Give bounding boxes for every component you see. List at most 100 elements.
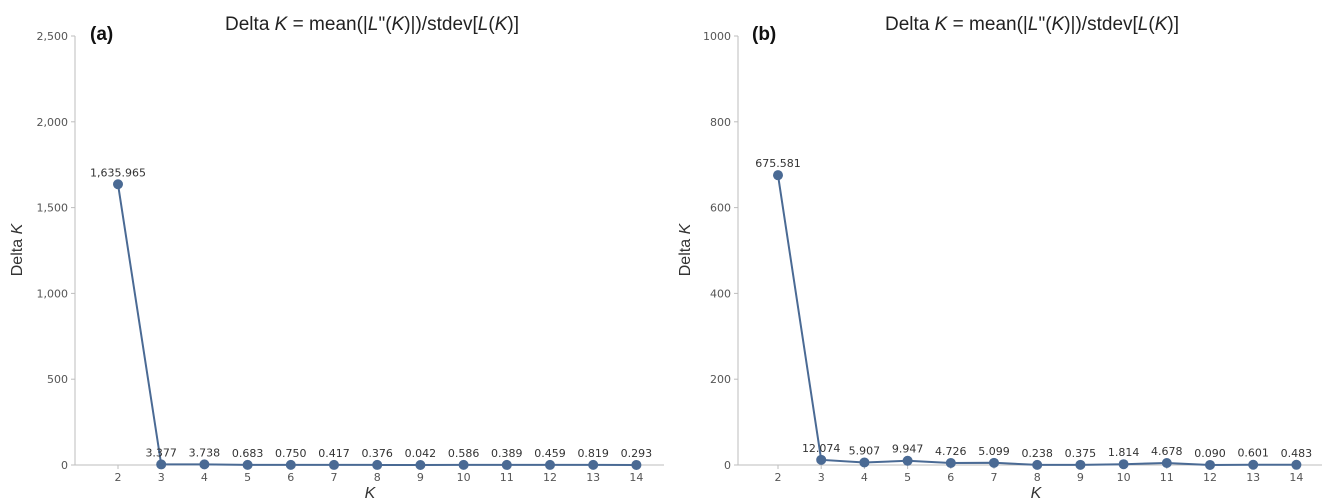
x-tick-label: 2 xyxy=(115,471,122,484)
x-axis-label: K xyxy=(1031,485,1043,501)
data-point xyxy=(1291,459,1302,470)
data-point xyxy=(1205,459,1215,470)
data-label: 5.907 xyxy=(849,444,881,457)
data-label: 0.389 xyxy=(491,447,523,460)
data-point xyxy=(989,457,999,468)
data-point xyxy=(156,459,167,470)
x-tick-label: 9 xyxy=(417,471,424,484)
y-tick-label: 1,500 xyxy=(37,202,69,215)
x-tick-label: 14 xyxy=(629,471,643,484)
data-point xyxy=(773,170,783,181)
y-tick-label: 600 xyxy=(710,202,731,215)
data-label: 3.738 xyxy=(189,446,221,459)
data-point xyxy=(545,459,555,470)
data-label: 9.947 xyxy=(892,443,924,456)
data-label: 0.683 xyxy=(232,447,264,460)
x-tick-label: 9 xyxy=(1077,471,1084,484)
data-point xyxy=(631,459,642,470)
x-tick-label: 13 xyxy=(586,471,600,484)
data-label: 0.601 xyxy=(1237,447,1269,460)
data-label: 0.293 xyxy=(621,447,653,460)
data-label: 1.814 xyxy=(1108,446,1140,459)
x-tick-label: 10 xyxy=(1117,471,1131,484)
data-label: 12.074 xyxy=(802,442,841,455)
series-line xyxy=(117,184,637,466)
data-label: 5.099 xyxy=(978,445,1010,458)
x-tick-label: 5 xyxy=(904,471,911,484)
data-point xyxy=(1075,459,1086,470)
chart-panel-a: 0 500 1,000 1,500 2,000 2,500 2 3 4 5 6 7 8 9 10 11 12 13… xyxy=(9,14,664,501)
data-label: 0.483 xyxy=(1281,447,1313,460)
series-line xyxy=(777,175,1297,466)
x-tick-label: 7 xyxy=(331,471,338,484)
data-point xyxy=(588,459,599,470)
y-tick-label: 400 xyxy=(710,287,731,300)
x-tick-label: 5 xyxy=(244,471,251,484)
data-label: 0.042 xyxy=(405,447,437,460)
x-tick-label: 6 xyxy=(287,471,294,484)
x-tick-label: 12 xyxy=(1203,471,1217,484)
x-tick-label: 8 xyxy=(374,471,381,484)
chart-panel-b: 0 200 400 600 800 1000 2 3 4 5 6 7 8 9 10 11 12 13 14 675.5… xyxy=(677,14,1322,501)
data-label: 0.238 xyxy=(1021,447,1053,460)
panel-label: (a) xyxy=(90,24,113,45)
y-axis-label: Delta K xyxy=(677,222,694,276)
x-tick-label: 11 xyxy=(1160,471,1174,484)
x-axis-label: K xyxy=(365,485,377,501)
data-point xyxy=(242,459,253,470)
data-label: 4.726 xyxy=(935,445,967,458)
data-label: 1,635.965 xyxy=(90,166,146,179)
data-label: 0.459 xyxy=(534,447,566,460)
data-point xyxy=(501,459,512,470)
data-point xyxy=(945,457,956,468)
x-tick-label: 4 xyxy=(201,471,208,484)
data-point xyxy=(1248,459,1259,470)
y-tick-label: 800 xyxy=(710,116,731,129)
y-tick-label: 2,500 xyxy=(37,30,69,43)
data-label: 0.375 xyxy=(1065,447,1097,460)
y-tick-label: 1,000 xyxy=(37,287,69,300)
x-tick-label: 10 xyxy=(457,471,471,484)
data-label: 0.750 xyxy=(275,447,307,460)
data-label: 0.417 xyxy=(318,447,350,460)
data-point xyxy=(329,459,339,470)
x-tick-label: 8 xyxy=(1034,471,1041,484)
data-point xyxy=(285,459,296,470)
data-point xyxy=(902,455,913,466)
y-tick-label: 0 xyxy=(724,459,731,472)
x-tick-label: 14 xyxy=(1289,471,1303,484)
data-point xyxy=(816,454,827,465)
y-axis-label: Delta K xyxy=(9,222,26,276)
data-point xyxy=(1032,459,1043,470)
x-tick-label: 2 xyxy=(775,471,782,484)
data-point xyxy=(1161,457,1172,468)
y-tick-label: 2,000 xyxy=(37,116,69,129)
data-label: 3.377 xyxy=(145,446,177,459)
data-label: 0.376 xyxy=(361,447,393,460)
x-tick-label: 3 xyxy=(818,471,825,484)
y-tick-label: 1000 xyxy=(703,30,731,43)
data-point xyxy=(113,179,123,190)
x-tick-label: 13 xyxy=(1246,471,1260,484)
data-point xyxy=(859,457,870,468)
data-point xyxy=(415,459,426,470)
data-label: 0.586 xyxy=(448,447,480,460)
chart-title: Delta K = mean(|L"(K)|)/stdev[L(K)] xyxy=(225,14,519,35)
y-tick-label: 500 xyxy=(47,373,68,386)
x-tick-label: 3 xyxy=(158,471,165,484)
data-label: 0.819 xyxy=(577,447,609,460)
chart-title: Delta K = mean(|L"(K)|)/stdev[L(K)] xyxy=(885,14,1179,35)
y-tick-label: 0 xyxy=(61,459,68,472)
panel-label: (b) xyxy=(752,24,776,45)
x-tick-label: 7 xyxy=(991,471,998,484)
data-point xyxy=(199,459,210,470)
data-label: 4.678 xyxy=(1151,445,1183,458)
data-point xyxy=(1118,459,1129,470)
x-tick-label: 12 xyxy=(543,471,557,484)
data-label: 0.090 xyxy=(1194,447,1226,460)
data-point xyxy=(458,459,469,470)
data-label: 675.581 xyxy=(755,157,801,170)
x-tick-label: 4 xyxy=(861,471,868,484)
y-tick-label: 200 xyxy=(710,373,731,386)
